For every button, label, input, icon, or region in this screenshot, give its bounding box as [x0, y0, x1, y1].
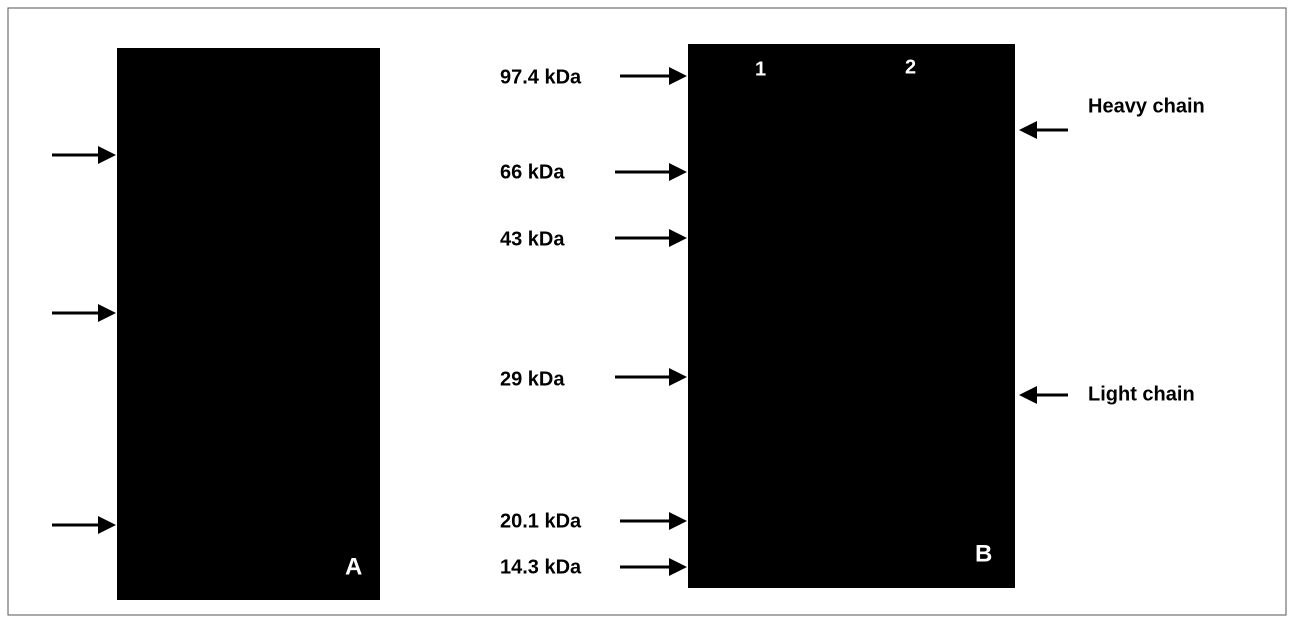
panel-label: B [975, 540, 992, 567]
marker-label: 14.3 kDa [500, 556, 582, 578]
annotation: Heavy chain [1088, 95, 1205, 117]
annotation: Light chain [1088, 383, 1195, 405]
gel-a [117, 48, 380, 600]
marker-label: 66 kDa [500, 161, 565, 183]
lane-label: 1 [755, 58, 766, 80]
marker-label: 97.4 kDa [500, 66, 582, 88]
marker-label: 20.1 kDa [500, 510, 582, 532]
marker-label: 29 kDa [500, 368, 565, 390]
gel-b [688, 44, 1015, 588]
lane-label: 2 [905, 56, 916, 78]
marker-label: 43 kDa [500, 228, 565, 250]
panel-label: A [345, 553, 362, 580]
figure: A 1 2 B 97.4 kDa 66 kDa 43 kDa 29 kDa 20… [0, 0, 1295, 623]
